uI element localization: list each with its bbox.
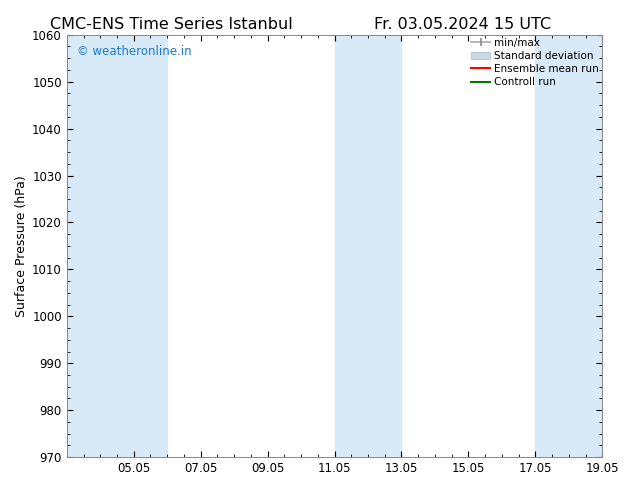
Bar: [535, 35, 602, 457]
Text: Fr. 03.05.2024 15 UTC: Fr. 03.05.2024 15 UTC: [374, 17, 552, 32]
Text: CMC-ENS Time Series Istanbul: CMC-ENS Time Series Istanbul: [50, 17, 292, 32]
Legend: min/max, Standard deviation, Ensemble mean run, Controll run: min/max, Standard deviation, Ensemble me…: [472, 38, 599, 87]
Bar: [67, 35, 167, 457]
Text: © weatheronline.in: © weatheronline.in: [77, 45, 192, 58]
Bar: [335, 35, 401, 457]
Y-axis label: Surface Pressure (hPa): Surface Pressure (hPa): [15, 175, 28, 317]
